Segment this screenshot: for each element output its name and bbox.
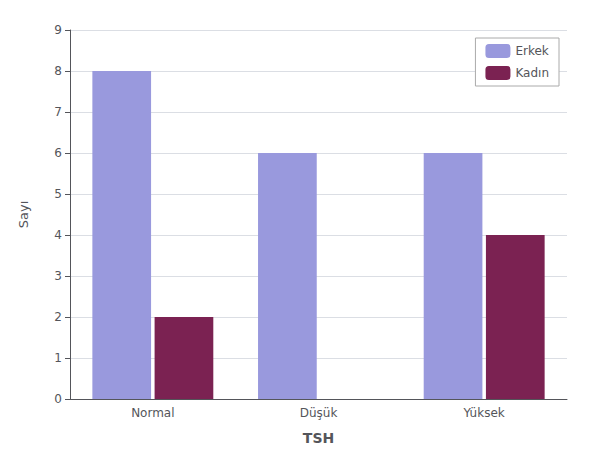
svg-text:4: 4: [54, 228, 62, 242]
svg-text:Düşük: Düşük: [300, 406, 338, 420]
svg-text:3: 3: [54, 269, 62, 283]
svg-text:Normal: Normal: [131, 406, 174, 420]
svg-text:7: 7: [54, 105, 62, 119]
svg-text:2: 2: [54, 310, 62, 324]
svg-text:8: 8: [54, 64, 62, 78]
svg-text:Kadın: Kadın: [515, 66, 549, 80]
svg-text:1: 1: [54, 351, 62, 365]
svg-text:Yüksek: Yüksek: [463, 406, 505, 420]
svg-text:Sayı: Sayı: [16, 201, 31, 229]
svg-text:9: 9: [54, 23, 62, 37]
svg-text:0: 0: [54, 392, 62, 406]
svg-text:Erkek: Erkek: [515, 44, 548, 58]
svg-text:TSH: TSH: [303, 430, 334, 446]
svg-text:5: 5: [54, 187, 62, 201]
svg-text:6: 6: [54, 146, 62, 160]
